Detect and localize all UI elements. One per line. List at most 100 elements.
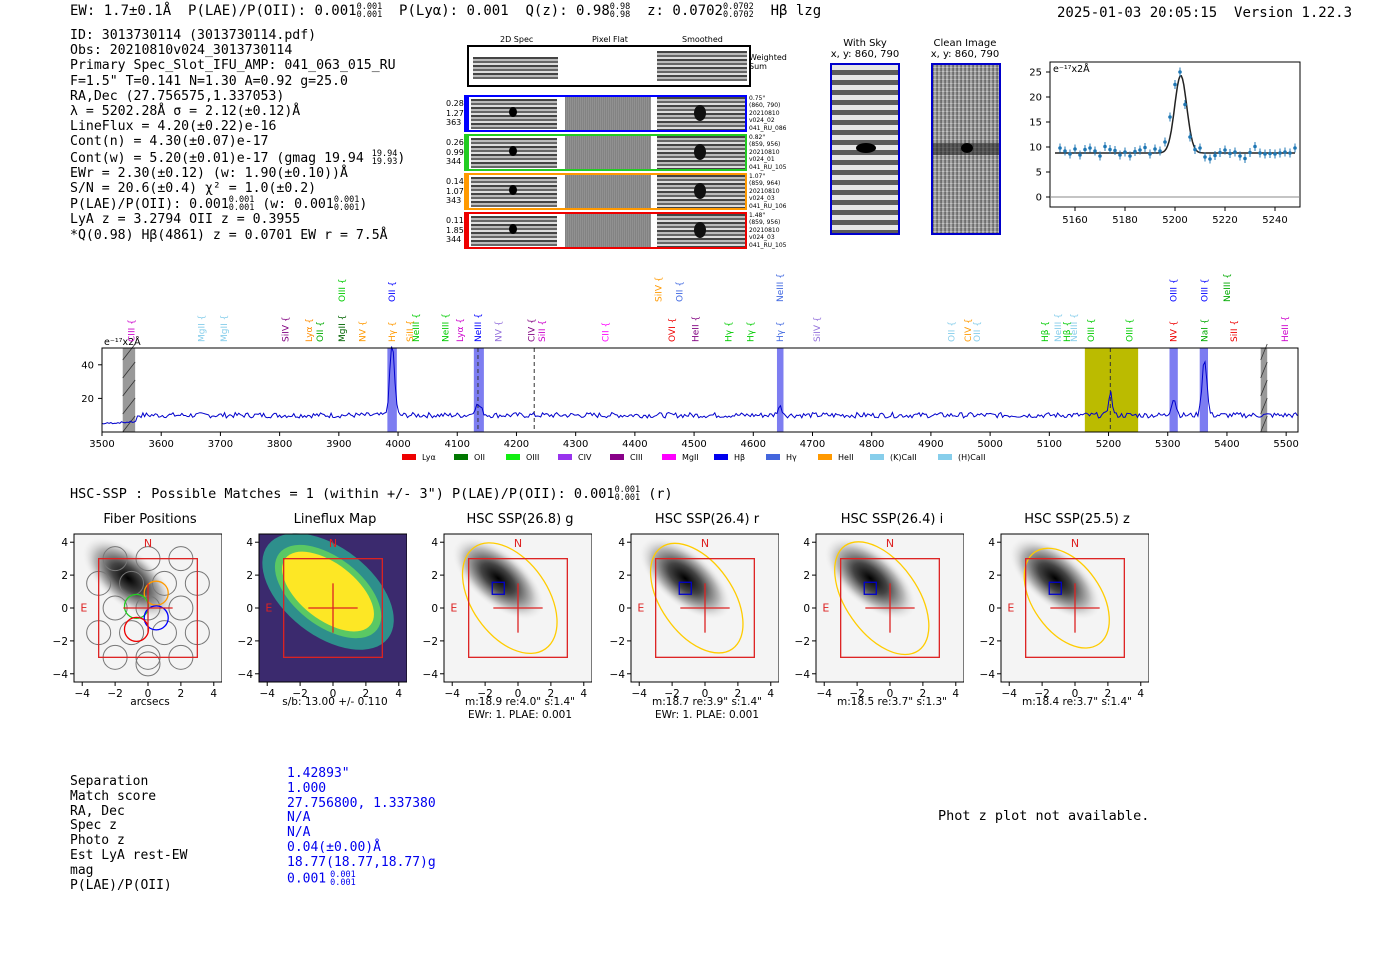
cutout-xtick-label: 0 [1072,688,1079,700]
cutout-xtick-label: −2 [292,688,307,700]
cutout-ytick-label: −4 [423,669,439,681]
hsc-title: HSC-SSP : Possible Matches = 1 (within +… [70,486,673,503]
match-label: Separation [70,774,149,789]
aperture-ellipse [649,542,744,654]
spec-line-label: Hβ { [1041,321,1051,342]
zoom-data-point [1223,148,1227,152]
with-sky-xy: x, y: 860, 790 [830,49,900,60]
match-label: Spec z [70,818,117,834]
zoom-data-point [1283,150,1287,154]
spec-line-label: NeIII { [776,273,786,302]
zoom-data-point [1243,156,1247,161]
header-plya: P(Lyα): 0.001 [399,3,509,19]
twod-row [467,95,747,132]
info-cont-w-lo: 19.93 [371,156,398,167]
cutout-xtick-label: 4 [1137,688,1144,700]
clean-image [931,63,1001,235]
spec-line-label: Hβ { [1063,321,1073,342]
cutout-caption: arcsecs [130,696,170,708]
spec-xtick-label: 5200 [1096,439,1121,450]
twod-row-meta-line: 041_RU_105 [749,241,787,249]
spec-band-gray [122,348,136,432]
cutout-ytick-label: 4 [431,537,438,549]
spec-band-hatch [1260,343,1268,361]
galaxy-image [637,535,734,622]
twod-row-value: 0.99 [446,147,464,157]
zoom-data-point [1193,147,1197,152]
spec-line-label: HeII { [1281,316,1291,342]
spec-line-label: NeIII { [474,313,484,342]
zoom-data-point [1253,144,1257,149]
twod-weighted-2d [473,57,558,79]
zoom-data-point [1138,148,1142,152]
cutout-xtick-label: 4 [952,688,959,700]
cutout-plot: N E −4 −4 −2 −2 0 0 2 2 4 4 [610,533,779,700]
zoom-data-point [1228,151,1232,156]
match-box [491,581,505,595]
twod-row-meta-line: 041_RU_105 [749,163,787,171]
cutout-caption: m:18.9 re:4.0" s:1.4" [465,696,575,708]
zoom-data-point [1118,153,1122,157]
red-box [283,558,383,658]
cutout-plot: N E −4 −4 −2 −2 0 0 2 2 4 4 [423,533,592,700]
info-primary: Primary Spec_Slot_IFU_AMP: 041_063_015_R… [70,58,396,74]
photz-message: Phot z plot not available. [938,808,1150,824]
cutout-ytick-label: 4 [988,537,995,549]
fiber-circle-highlight [143,580,169,606]
spec-line-label: OIII { [338,278,348,302]
zoom-data-point [1128,154,1132,158]
east-label: E [450,601,457,614]
cutout-xtick-label: −4 [259,688,275,700]
spec-line-label: MgII { [197,315,207,342]
match-box [1048,581,1062,595]
spec-band-blue [387,348,397,432]
zoom-data-point [1238,154,1242,158]
cutout-ytick-label: 2 [246,570,253,582]
zoom-ytick-label: 10 [1029,143,1042,154]
spec-line-label: SiII { [1230,320,1240,342]
spec-band-hatch [122,397,136,415]
twod-row-source-smooth [694,105,706,121]
spec-xtick-label: 4100 [445,439,470,450]
header-timestamp-version: 2025-01-03 20:05:15 Version 1.22.3 [1057,5,1352,21]
with-sky-source [856,143,876,153]
cutout-xtick-label: 4 [767,688,774,700]
spec-legend-swatch [766,454,780,460]
cutout-plot: N E −4 −4 −2 −2 0 0 2 2 4 4 [238,533,407,700]
zoom-data-point [1218,150,1222,155]
twod-row-values: 0.28 1.27 363 [446,99,464,128]
match-value: 18.77(18.77,18.77)g [287,854,436,870]
with-sky-title: With Sky [843,38,887,49]
cutout-xtick-label: 4 [210,688,217,700]
red-box [98,558,198,658]
cutout-caption: m:18.7 re:3.9" s:1.4" [652,696,762,708]
spec-xtick-label: 3500 [89,439,114,450]
east-label: E [265,601,272,614]
spec-line-label: OII { [973,321,983,342]
twod-row-colorbar [464,173,467,210]
spec-line-label: OIII { [1200,278,1210,302]
cutout-xtick-label: −2 [849,688,864,700]
twod-weighted-label: Weighted Sum [749,53,787,71]
spec-legend-label: OIII [526,453,539,462]
info-cont-w-hi: 19.94 [371,148,398,159]
twod-row-meta: 0.75" (860, 790) 20210810 v024_02 041_RU_086 [749,95,786,132]
header-qz-lo: 0.98 [609,10,631,20]
spec-xtick-label: 3600 [148,439,173,450]
spec-xtick-label: 5500 [1273,439,1298,450]
cutout-ytick-label: −4 [238,669,254,681]
info-lambda: λ = 5202.28Å σ = 2.12(±0.12)Å [70,104,301,120]
cutout-ytick-label: −2 [423,636,438,648]
info-sn: S/N = 20.6(±0.4) χ² = 1.0(±0.2) [70,181,317,197]
hsc-title-lo: 0.001 [614,493,641,503]
zoom-ytick-label: 5 [1036,168,1042,179]
twod-row-meta-line: 20210810 [749,226,780,234]
spec-legend-label: Hβ [734,453,745,462]
spec-xtick-label: 4700 [800,439,825,450]
spec-line-label: CIII { [128,319,138,342]
spec-band-hatch [122,343,136,361]
spec-line-label: SiIV { [655,276,665,302]
cutout-ytick-label: 2 [988,570,995,582]
north-label: N [144,537,152,550]
twod-row-value: 1.07 [446,186,464,196]
